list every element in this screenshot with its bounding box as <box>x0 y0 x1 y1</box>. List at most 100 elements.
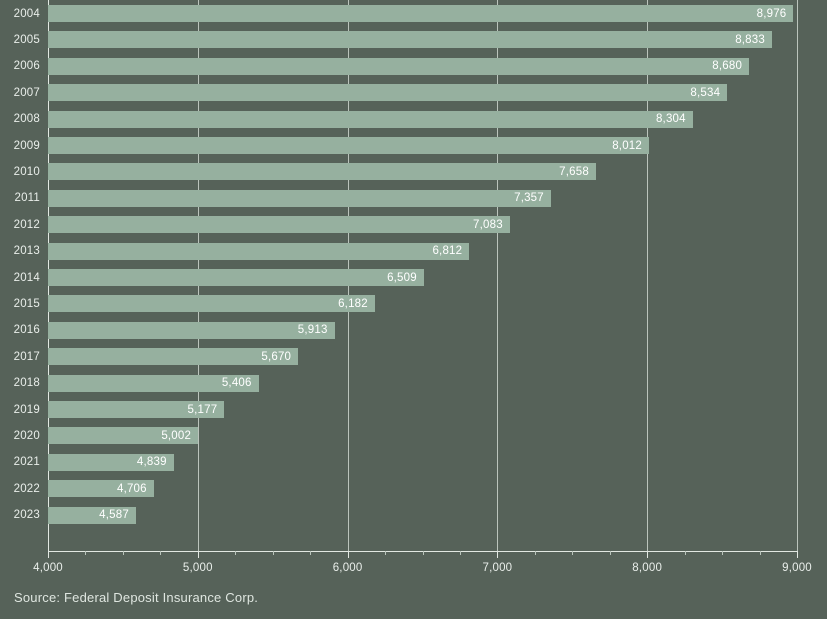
bar-value-label: 8,833 <box>735 33 765 46</box>
x-tick-minor-6500 <box>422 551 424 555</box>
bar-value-label: 4,839 <box>136 456 167 469</box>
x-tick-minor-4500 <box>122 551 124 555</box>
bar-row: 2006 8,680 <box>0 57 827 75</box>
bar-2009[interactable]: 8,012 <box>48 137 649 154</box>
bar-row: 2011 7,357 <box>0 189 827 207</box>
category-label-2020: 2020 <box>13 429 40 442</box>
bar-value-label: 6,509 <box>387 271 417 284</box>
bar-value-label: 8,012 <box>612 139 642 152</box>
bar-2012[interactable]: 7,083 <box>48 216 510 234</box>
x-tick-label-7000: 7,000 <box>482 562 513 574</box>
x-tick-minor-6750 <box>459 551 461 555</box>
x-tick-label-9000: 9,000 <box>782 562 812 574</box>
x-tick-minor-8750 <box>759 551 761 555</box>
bar-value-label: 5,913 <box>297 324 328 337</box>
x-tick-minor-4750 <box>160 551 162 555</box>
x-tick-major-8000 <box>647 551 649 558</box>
bar-2015[interactable]: 6,182 <box>48 295 375 313</box>
x-tick-label-6000: 6,000 <box>332 562 363 574</box>
bar-row: 2010 7,658 <box>0 163 827 181</box>
x-tick-major-7000 <box>497 551 499 558</box>
bar-row: 2016 5,913 <box>0 321 827 339</box>
category-label-2015: 2015 <box>13 297 40 310</box>
x-tick-minor-5250 <box>235 551 237 555</box>
bar-row: 2012 7,083 <box>0 216 827 234</box>
source-note: Source: Federal Deposit Insurance Corp. <box>14 590 259 605</box>
category-label-2013: 2013 <box>13 245 40 258</box>
bar-row: 2019 5,177 <box>0 401 827 418</box>
x-tick-minor-7750 <box>609 551 611 555</box>
bar-2007[interactable]: 8,534 <box>48 84 728 102</box>
bar-row: 2004 8,976 <box>0 5 827 22</box>
bar-row: 2022 4,706 <box>0 480 827 498</box>
bar-2020[interactable]: 5,002 <box>48 427 199 445</box>
x-tick-minor-4250 <box>85 551 87 555</box>
chart-footer: Source: Federal Deposit Insurance Corp. <box>0 586 827 619</box>
bar-value-label: 7,658 <box>559 165 589 178</box>
category-label-2014: 2014 <box>13 271 40 284</box>
bar-row: 2013 6,812 <box>0 242 827 260</box>
bar-value-label: 5,002 <box>161 429 192 442</box>
bar-value-label: 4,706 <box>116 482 147 495</box>
bar-value-label: 5,670 <box>261 350 292 363</box>
bar-value-label: 8,976 <box>756 7 787 20</box>
bar-value-label: 8,534 <box>690 86 721 99</box>
bar-value-label: 8,680 <box>712 60 743 73</box>
bar-row: 2015 6,182 <box>0 295 827 313</box>
category-label-2005: 2005 <box>13 33 40 46</box>
category-label-2007: 2007 <box>13 86 40 99</box>
category-label-2017: 2017 <box>13 350 40 363</box>
bar-value-label: 6,182 <box>338 297 368 310</box>
category-label-2018: 2018 <box>13 377 40 390</box>
category-label-2022: 2022 <box>13 482 40 495</box>
bar-row: 2008 8,304 <box>0 110 827 128</box>
x-tick-label-5000: 5,000 <box>182 562 213 574</box>
x-tick-label-8000: 8,000 <box>632 562 663 574</box>
category-label-2009: 2009 <box>13 139 40 152</box>
x-tick-minor-5750 <box>310 551 312 555</box>
category-label-2011: 2011 <box>14 192 40 205</box>
x-tick-minor-5500 <box>272 551 274 555</box>
bar-2011[interactable]: 7,357 <box>48 189 551 207</box>
bar-2013[interactable]: 6,812 <box>48 242 470 260</box>
bar-2022[interactable]: 4,706 <box>48 480 154 498</box>
category-label-2004: 2004 <box>13 7 40 20</box>
bar-value-label: 6,812 <box>432 245 463 258</box>
bar-2019[interactable]: 5,177 <box>48 401 225 418</box>
x-tick-label-4000: 4,000 <box>33 562 63 574</box>
bar-value-label: 4,587 <box>99 509 129 522</box>
bar-2006[interactable]: 8,680 <box>48 57 750 75</box>
bar-value-label: 7,357 <box>514 192 544 205</box>
gridline-7000 <box>497 0 499 551</box>
x-tick-minor-7500 <box>572 551 574 555</box>
bar-2014[interactable]: 6,509 <box>48 269 424 286</box>
bar-row: 2014 6,509 <box>0 269 827 286</box>
x-tick-major-9000 <box>797 551 798 558</box>
bar-2018[interactable]: 5,406 <box>48 374 259 392</box>
plot-area: 2004 8,976 2005 8,833 2006 8,680 2007 8,534 2008… <box>0 0 827 552</box>
category-label-2016: 2016 <box>13 324 40 337</box>
bar-2008[interactable]: 8,304 <box>48 110 693 128</box>
category-label-2010: 2010 <box>13 165 40 178</box>
gridline-8000 <box>647 0 649 551</box>
bar-row: 2009 8,012 <box>0 137 827 154</box>
x-axis: 4,000 5,000 6,000 7,000 8,000 9,000 <box>0 551 827 583</box>
bar-2005[interactable]: 8,833 <box>48 31 772 49</box>
bar-value-label: 8,304 <box>655 113 686 126</box>
x-tick-major-4000 <box>48 551 49 558</box>
category-label-2019: 2019 <box>13 403 40 416</box>
bar-2016[interactable]: 5,913 <box>48 321 335 339</box>
bar-row: 2023 4,587 <box>0 506 827 524</box>
bar-2023[interactable]: 4,587 <box>48 506 136 524</box>
bar-2004[interactable]: 8,976 <box>48 5 794 22</box>
gridline-9000 <box>797 0 798 551</box>
category-label-2008: 2008 <box>13 113 40 126</box>
bar-row: 2021 4,839 <box>0 453 827 471</box>
bar-value-label: 5,177 <box>187 403 218 416</box>
x-tick-minor-7250 <box>534 551 536 555</box>
bar-2017[interactable]: 5,670 <box>48 348 299 366</box>
bar-row: 2018 5,406 <box>0 374 827 392</box>
bar-2010[interactable]: 7,658 <box>48 163 596 181</box>
bar-2021[interactable]: 4,839 <box>48 453 174 471</box>
bar-row: 2017 5,670 <box>0 348 827 366</box>
